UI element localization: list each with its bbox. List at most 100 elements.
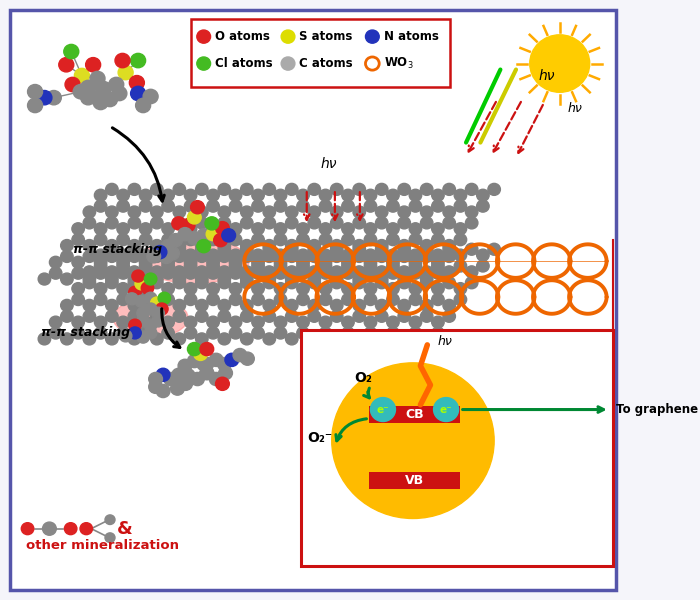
Circle shape bbox=[488, 243, 500, 255]
Circle shape bbox=[188, 211, 201, 224]
Circle shape bbox=[421, 250, 433, 262]
Text: N atoms: N atoms bbox=[384, 30, 438, 43]
Circle shape bbox=[398, 277, 410, 289]
Circle shape bbox=[162, 249, 174, 261]
Circle shape bbox=[353, 310, 365, 322]
Circle shape bbox=[410, 200, 421, 212]
Circle shape bbox=[72, 327, 85, 339]
Circle shape bbox=[184, 233, 197, 245]
Circle shape bbox=[128, 277, 141, 289]
Circle shape bbox=[241, 299, 253, 311]
Circle shape bbox=[150, 297, 163, 309]
Circle shape bbox=[386, 256, 399, 268]
Circle shape bbox=[364, 327, 377, 339]
Circle shape bbox=[274, 267, 287, 279]
Circle shape bbox=[150, 273, 163, 285]
Circle shape bbox=[364, 256, 377, 268]
Circle shape bbox=[83, 206, 96, 218]
Circle shape bbox=[106, 310, 118, 322]
Circle shape bbox=[241, 352, 254, 365]
Circle shape bbox=[216, 221, 230, 235]
Circle shape bbox=[50, 267, 62, 279]
Circle shape bbox=[137, 307, 149, 319]
Circle shape bbox=[184, 249, 197, 261]
Circle shape bbox=[241, 266, 253, 278]
Circle shape bbox=[432, 189, 444, 201]
Circle shape bbox=[454, 260, 467, 272]
Circle shape bbox=[197, 358, 211, 371]
Circle shape bbox=[117, 260, 130, 272]
Circle shape bbox=[162, 293, 174, 305]
Circle shape bbox=[21, 523, 34, 535]
Circle shape bbox=[59, 58, 74, 72]
Circle shape bbox=[216, 377, 230, 391]
Circle shape bbox=[274, 200, 287, 212]
Circle shape bbox=[195, 333, 208, 345]
Circle shape bbox=[61, 273, 74, 285]
Circle shape bbox=[83, 273, 96, 285]
Circle shape bbox=[263, 217, 276, 229]
Circle shape bbox=[37, 91, 52, 105]
Circle shape bbox=[241, 273, 253, 285]
Circle shape bbox=[83, 239, 96, 251]
Circle shape bbox=[308, 206, 321, 218]
Circle shape bbox=[118, 65, 133, 80]
Text: WO$_3$: WO$_3$ bbox=[384, 56, 413, 71]
Circle shape bbox=[162, 327, 174, 339]
Text: O atoms: O atoms bbox=[215, 30, 270, 43]
Circle shape bbox=[230, 223, 242, 235]
Circle shape bbox=[64, 523, 77, 535]
Circle shape bbox=[241, 250, 253, 262]
Circle shape bbox=[308, 273, 321, 285]
Circle shape bbox=[454, 200, 467, 212]
Circle shape bbox=[230, 200, 242, 212]
Circle shape bbox=[375, 277, 388, 289]
Circle shape bbox=[148, 373, 162, 386]
Circle shape bbox=[263, 333, 276, 345]
Text: hν: hν bbox=[568, 103, 583, 115]
Circle shape bbox=[184, 293, 197, 305]
Circle shape bbox=[153, 245, 167, 259]
Circle shape bbox=[263, 243, 276, 255]
Circle shape bbox=[454, 233, 467, 245]
Circle shape bbox=[94, 267, 107, 279]
Circle shape bbox=[80, 91, 96, 105]
FancyBboxPatch shape bbox=[300, 330, 612, 566]
Circle shape bbox=[364, 249, 377, 261]
Circle shape bbox=[410, 267, 421, 279]
Circle shape bbox=[166, 247, 179, 260]
Circle shape bbox=[432, 267, 444, 279]
Circle shape bbox=[342, 249, 354, 261]
Circle shape bbox=[117, 256, 130, 268]
Text: e⁻: e⁻ bbox=[377, 404, 389, 415]
Circle shape bbox=[375, 266, 388, 278]
Circle shape bbox=[131, 86, 146, 101]
Circle shape bbox=[443, 310, 456, 322]
Circle shape bbox=[342, 316, 354, 328]
Circle shape bbox=[364, 189, 377, 201]
Circle shape bbox=[286, 277, 298, 289]
Circle shape bbox=[308, 184, 321, 196]
Circle shape bbox=[156, 385, 170, 398]
Circle shape bbox=[94, 283, 107, 295]
Circle shape bbox=[432, 316, 444, 328]
Circle shape bbox=[195, 184, 208, 196]
Circle shape bbox=[158, 292, 171, 304]
Circle shape bbox=[72, 293, 85, 305]
Circle shape bbox=[173, 277, 186, 289]
Circle shape bbox=[398, 299, 410, 311]
Circle shape bbox=[530, 35, 589, 92]
Circle shape bbox=[200, 367, 214, 380]
Circle shape bbox=[195, 206, 208, 218]
Circle shape bbox=[432, 223, 444, 235]
Circle shape bbox=[173, 266, 186, 278]
Circle shape bbox=[241, 243, 253, 255]
Circle shape bbox=[188, 343, 201, 356]
Circle shape bbox=[162, 283, 174, 295]
Circle shape bbox=[319, 256, 332, 268]
Circle shape bbox=[80, 80, 96, 95]
Circle shape bbox=[117, 200, 130, 212]
Circle shape bbox=[330, 184, 343, 196]
Circle shape bbox=[178, 359, 192, 373]
Circle shape bbox=[252, 267, 265, 279]
